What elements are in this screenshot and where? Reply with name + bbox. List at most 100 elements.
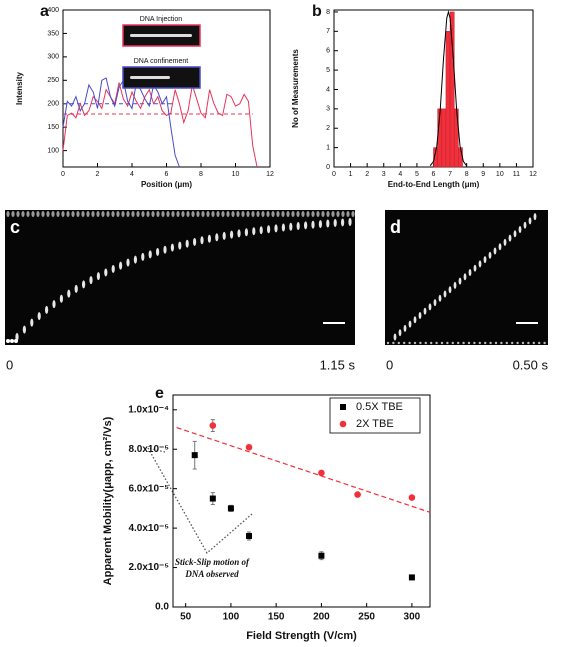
streak — [484, 341, 487, 345]
streak — [446, 341, 449, 345]
streak — [126, 211, 130, 217]
streak — [226, 211, 230, 217]
streak — [231, 211, 235, 217]
streak — [488, 251, 492, 259]
data-point — [191, 452, 198, 459]
annotation: Stick-Slip motion of — [175, 557, 250, 567]
y-tick-label: 0.0 — [155, 602, 169, 613]
streak — [296, 222, 300, 231]
streak — [518, 226, 522, 233]
streak — [185, 239, 189, 248]
y-tick-label: 8.0x10⁻⁵ — [128, 444, 169, 455]
streak — [336, 211, 340, 217]
streak — [76, 211, 80, 217]
streak — [171, 211, 175, 217]
streak — [133, 255, 137, 264]
y-axis-label: No of Measurements — [291, 49, 300, 128]
streak — [438, 294, 442, 302]
streak — [430, 341, 433, 345]
streak — [393, 333, 397, 341]
streak — [453, 281, 457, 289]
streak — [271, 211, 275, 217]
streak — [206, 211, 210, 217]
line-series — [62, 77, 180, 168]
streak — [326, 219, 330, 228]
panel-label: a — [40, 3, 49, 20]
streak — [222, 231, 226, 240]
streak — [81, 211, 85, 217]
streak — [71, 211, 75, 217]
streak — [451, 341, 454, 345]
x-tick-label: 2 — [365, 171, 369, 178]
streak — [31, 211, 35, 217]
streak — [403, 324, 407, 332]
streak — [533, 213, 537, 221]
data-point — [354, 491, 361, 498]
streak — [59, 294, 64, 303]
streak — [276, 211, 280, 217]
streak — [251, 211, 255, 217]
streak — [341, 218, 345, 227]
streak — [286, 211, 290, 217]
streak — [478, 260, 482, 268]
streak — [428, 303, 432, 311]
legend-box — [329, 397, 421, 434]
y-tick-label: 4 — [326, 86, 330, 93]
streak — [413, 341, 417, 345]
x-tick-label: 300 — [404, 612, 421, 623]
streak — [301, 211, 305, 217]
streak — [311, 211, 315, 217]
time-start: 0 — [386, 357, 393, 372]
streak — [494, 341, 498, 345]
streak — [351, 211, 355, 217]
streak — [418, 312, 422, 319]
streak — [193, 237, 197, 246]
fit-curve — [429, 10, 468, 167]
streak — [493, 247, 497, 255]
streak — [46, 211, 50, 217]
streak — [281, 211, 285, 217]
x-tick-label: 3 — [382, 171, 386, 178]
x-tick-label: 0 — [61, 171, 65, 178]
streak — [74, 284, 78, 293]
y-axis-label: Intensity — [15, 72, 24, 105]
streak — [513, 230, 517, 238]
streak — [244, 228, 248, 237]
x-tick-label: 6 — [432, 171, 436, 178]
y-tick-label: 2 — [326, 125, 330, 132]
streak — [201, 211, 205, 217]
streak — [131, 211, 135, 217]
streak — [161, 211, 165, 217]
streak — [237, 229, 241, 238]
x-tick-label: 1 — [349, 171, 353, 178]
legend-label: 2X TBE — [356, 418, 394, 430]
data-point — [227, 505, 234, 512]
streak — [500, 341, 503, 345]
streak — [26, 211, 30, 217]
panel-label: c — [10, 217, 20, 237]
streak — [498, 243, 502, 251]
streak — [22, 325, 26, 334]
streak — [419, 341, 422, 345]
streak — [259, 226, 263, 235]
streak — [215, 233, 219, 242]
time-start: 0 — [6, 357, 13, 372]
streak — [281, 223, 285, 232]
streak — [52, 300, 56, 309]
streak — [408, 341, 411, 345]
streak — [21, 211, 25, 217]
streak — [156, 247, 160, 256]
streak — [398, 329, 402, 337]
streak — [82, 280, 86, 289]
streak — [483, 256, 487, 264]
streak — [151, 211, 155, 217]
x-tick-label: 0 — [332, 171, 336, 178]
y-tick-label: 8 — [326, 9, 330, 16]
streak — [489, 341, 492, 345]
x-axis-label: Position (μm) — [141, 180, 192, 189]
streak — [10, 339, 14, 343]
streak — [256, 211, 260, 217]
x-axis-label: End-to-End Length (μm) — [388, 180, 480, 189]
streak — [221, 211, 225, 217]
